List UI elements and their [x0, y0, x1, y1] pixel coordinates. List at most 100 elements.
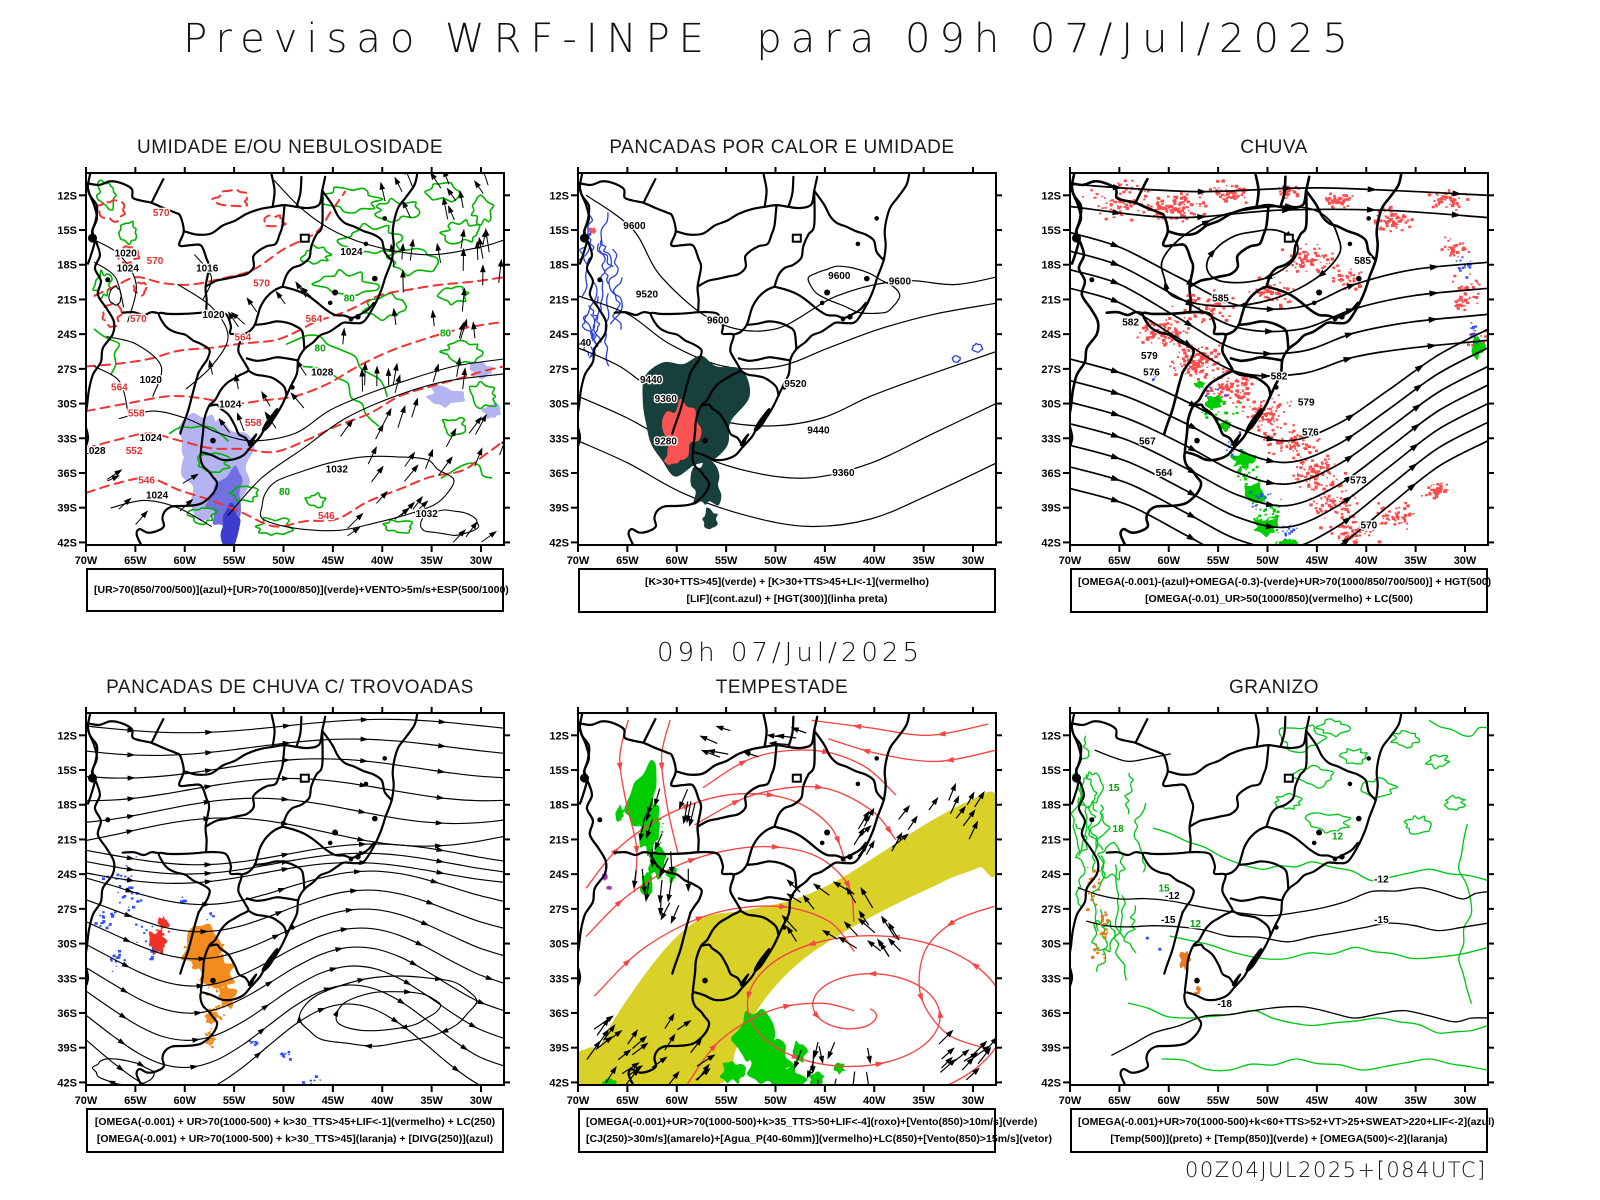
svg-text:576: 576: [1143, 368, 1160, 379]
svg-text:21S: 21S: [549, 834, 569, 846]
legend-line: [LIF](cont.azul) + [HGT(300)](linha pret…: [686, 593, 888, 606]
map-tempestade: 70W 65W 60W 55W 50W 45W 40W 35W 30W 12S 15S 18S 21S 2…: [549, 707, 1002, 1107]
svg-text:33S: 33S: [1041, 973, 1061, 985]
svg-text:582: 582: [1271, 372, 1288, 383]
svg-text:546: 546: [318, 511, 335, 522]
page-title: Previsao WRF-INPE para 09h 07/Jul/2025: [183, 16, 1357, 62]
svg-text:-15: -15: [1374, 915, 1389, 926]
svg-text:55W: 55W: [1207, 555, 1230, 567]
svg-text:12S: 12S: [549, 190, 569, 202]
svg-text:30W: 30W: [962, 555, 985, 567]
svg-text:40W: 40W: [863, 1095, 886, 1107]
svg-text:15S: 15S: [57, 225, 77, 237]
svg-text:552: 552: [126, 446, 143, 457]
panel-granizo: GRANIZO -12 -12 -15 -15 -18 15 12 12 18 15 70W 65W 6…: [1039, 676, 1509, 1154]
svg-text:39S: 39S: [57, 1043, 77, 1055]
legend-line: [OMEGA(-0.01)_UR>50(1000/850)(vermelho) …: [1145, 593, 1413, 606]
panel-title-pancadas-calor: PANCADAS POR CALOR E UMIDADE: [609, 137, 955, 158]
svg-text:36S: 36S: [1041, 1008, 1061, 1020]
svg-text:35W: 35W: [912, 555, 935, 567]
svg-text:35W: 35W: [912, 1095, 935, 1107]
panel-row-2: PANCADAS DE CHUVA C/ TROVOADAS 70W 65W 60W…: [55, 676, 1509, 1154]
svg-text:9440: 9440: [569, 338, 592, 349]
svg-text:1024: 1024: [219, 399, 242, 410]
svg-text:-12: -12: [1165, 891, 1180, 902]
svg-text:36S: 36S: [1041, 468, 1061, 480]
svg-text:36S: 36S: [549, 468, 569, 480]
svg-text:42S: 42S: [549, 1077, 569, 1089]
svg-text:65W: 65W: [124, 555, 147, 567]
svg-text:55W: 55W: [715, 555, 738, 567]
svg-text:9520: 9520: [636, 290, 659, 301]
svg-text:39S: 39S: [549, 503, 569, 515]
svg-text:1024: 1024: [146, 491, 169, 502]
svg-text:1024: 1024: [340, 247, 363, 258]
svg-text:36S: 36S: [549, 1008, 569, 1020]
svg-text:12S: 12S: [1041, 730, 1061, 742]
svg-text:65W: 65W: [616, 555, 639, 567]
svg-text:39S: 39S: [57, 503, 77, 515]
map-chuva: 585 585 582 582 579 579 576 576 573 570 567 564 70W 6…: [1041, 167, 1494, 567]
svg-text:15S: 15S: [57, 765, 77, 777]
legend-umidade: [UR>70(850/700/500)](azul)+[UR>70(1000/8…: [86, 568, 509, 612]
svg-text:70W: 70W: [75, 1095, 98, 1107]
svg-text:582: 582: [1122, 318, 1139, 329]
svg-text:30S: 30S: [57, 399, 77, 411]
svg-text:30W: 30W: [962, 1095, 985, 1107]
svg-text:1020: 1020: [202, 310, 225, 321]
svg-text:60W: 60W: [173, 1095, 196, 1107]
svg-text:9440: 9440: [640, 375, 663, 386]
svg-text:39S: 39S: [549, 1043, 569, 1055]
svg-text:35W: 35W: [420, 1095, 443, 1107]
svg-text:50W: 50W: [272, 1095, 295, 1107]
svg-text:40W: 40W: [863, 555, 886, 567]
svg-text:12: 12: [1332, 832, 1344, 843]
svg-text:60W: 60W: [1157, 1095, 1180, 1107]
legend-line: [OMEGA(-0.001)+UR>70(1000-500)+k<60+TTS>…: [1078, 1116, 1495, 1128]
svg-text:60W: 60W: [173, 555, 196, 567]
valid-time-label: 09h 07/Jul/2025: [657, 638, 923, 668]
svg-text:558: 558: [128, 409, 145, 420]
svg-text:564: 564: [305, 314, 322, 325]
svg-text:30S: 30S: [549, 399, 569, 411]
svg-text:564: 564: [234, 332, 251, 343]
legend-granizo: [OMEGA(-0.001)+UR>70(1000-500)+k<60+TTS>…: [1070, 1108, 1495, 1154]
legend-line: [OMEGA(-0.001)+UR>70(1000-500)+k>35_TTS>…: [586, 1116, 1038, 1128]
svg-text:80: 80: [440, 329, 452, 340]
svg-text:9600: 9600: [707, 316, 730, 327]
svg-text:40W: 40W: [371, 555, 394, 567]
svg-text:60W: 60W: [1157, 555, 1180, 567]
svg-text:30S: 30S: [549, 939, 569, 951]
map-field-pancadas_calor: 9600 9600 9600 9600 9520 9520 9440 9440 9440 9360…: [569, 173, 996, 545]
svg-text:30W: 30W: [470, 555, 493, 567]
svg-text:45W: 45W: [1306, 1095, 1329, 1107]
map-field-chuva: 585 585 582 582 579 579 576 576 573 570 567 564: [1070, 173, 1488, 545]
svg-text:39S: 39S: [1041, 503, 1061, 515]
svg-text:9280: 9280: [655, 437, 678, 448]
svg-text:1020: 1020: [115, 249, 138, 260]
svg-text:9600: 9600: [889, 277, 912, 288]
panel-umidade: UMIDADE E/OU NEBULOSIDADE 1020 1024 1016 10…: [55, 136, 525, 613]
svg-text:39S: 39S: [1041, 1043, 1061, 1055]
svg-text:15S: 15S: [1041, 765, 1061, 777]
legend-line: [CJ(250)>30m/s](amarelo)+[Agua_P(40-60mm…: [586, 1133, 1052, 1146]
svg-text:-15: -15: [1161, 915, 1176, 926]
svg-text:9600: 9600: [623, 221, 646, 232]
map-pancadas-calor: 9600 9600 9600 9600 9520 9520 9440 9440 9440 9360…: [549, 167, 1002, 567]
svg-text:42S: 42S: [549, 537, 569, 549]
svg-text:42S: 42S: [1041, 1077, 1061, 1089]
svg-text:33S: 33S: [549, 433, 569, 445]
panel-chuva: CHUVA 585 585 582 582 579 579 576 576 573 570 567 5…: [1039, 136, 1509, 614]
svg-text:570: 570: [147, 256, 164, 267]
svg-text:1028: 1028: [83, 446, 106, 457]
panel-tempestade: TEMPESTADE 70W 65W 60W 55W 50W 45W 40W 35W 30W 12…: [547, 676, 1052, 1154]
svg-text:1032: 1032: [326, 465, 349, 476]
svg-text:27S: 27S: [549, 364, 569, 376]
panel-title-granizo: GRANIZO: [1228, 677, 1320, 698]
svg-text:55W: 55W: [223, 1095, 246, 1107]
map-field-umidade: 1020 1024 1016 1020 1024 1028 1024 1020 1024 1032…: [83, 173, 504, 545]
svg-text:60W: 60W: [665, 555, 688, 567]
svg-text:18S: 18S: [1041, 800, 1061, 812]
legend-tempestade: [OMEGA(-0.001)+UR>70(1000-500)+k>35_TTS>…: [578, 1108, 1052, 1154]
run-timestamp: 00Z04JUL2025+[084UTC]: [1185, 1158, 1487, 1182]
